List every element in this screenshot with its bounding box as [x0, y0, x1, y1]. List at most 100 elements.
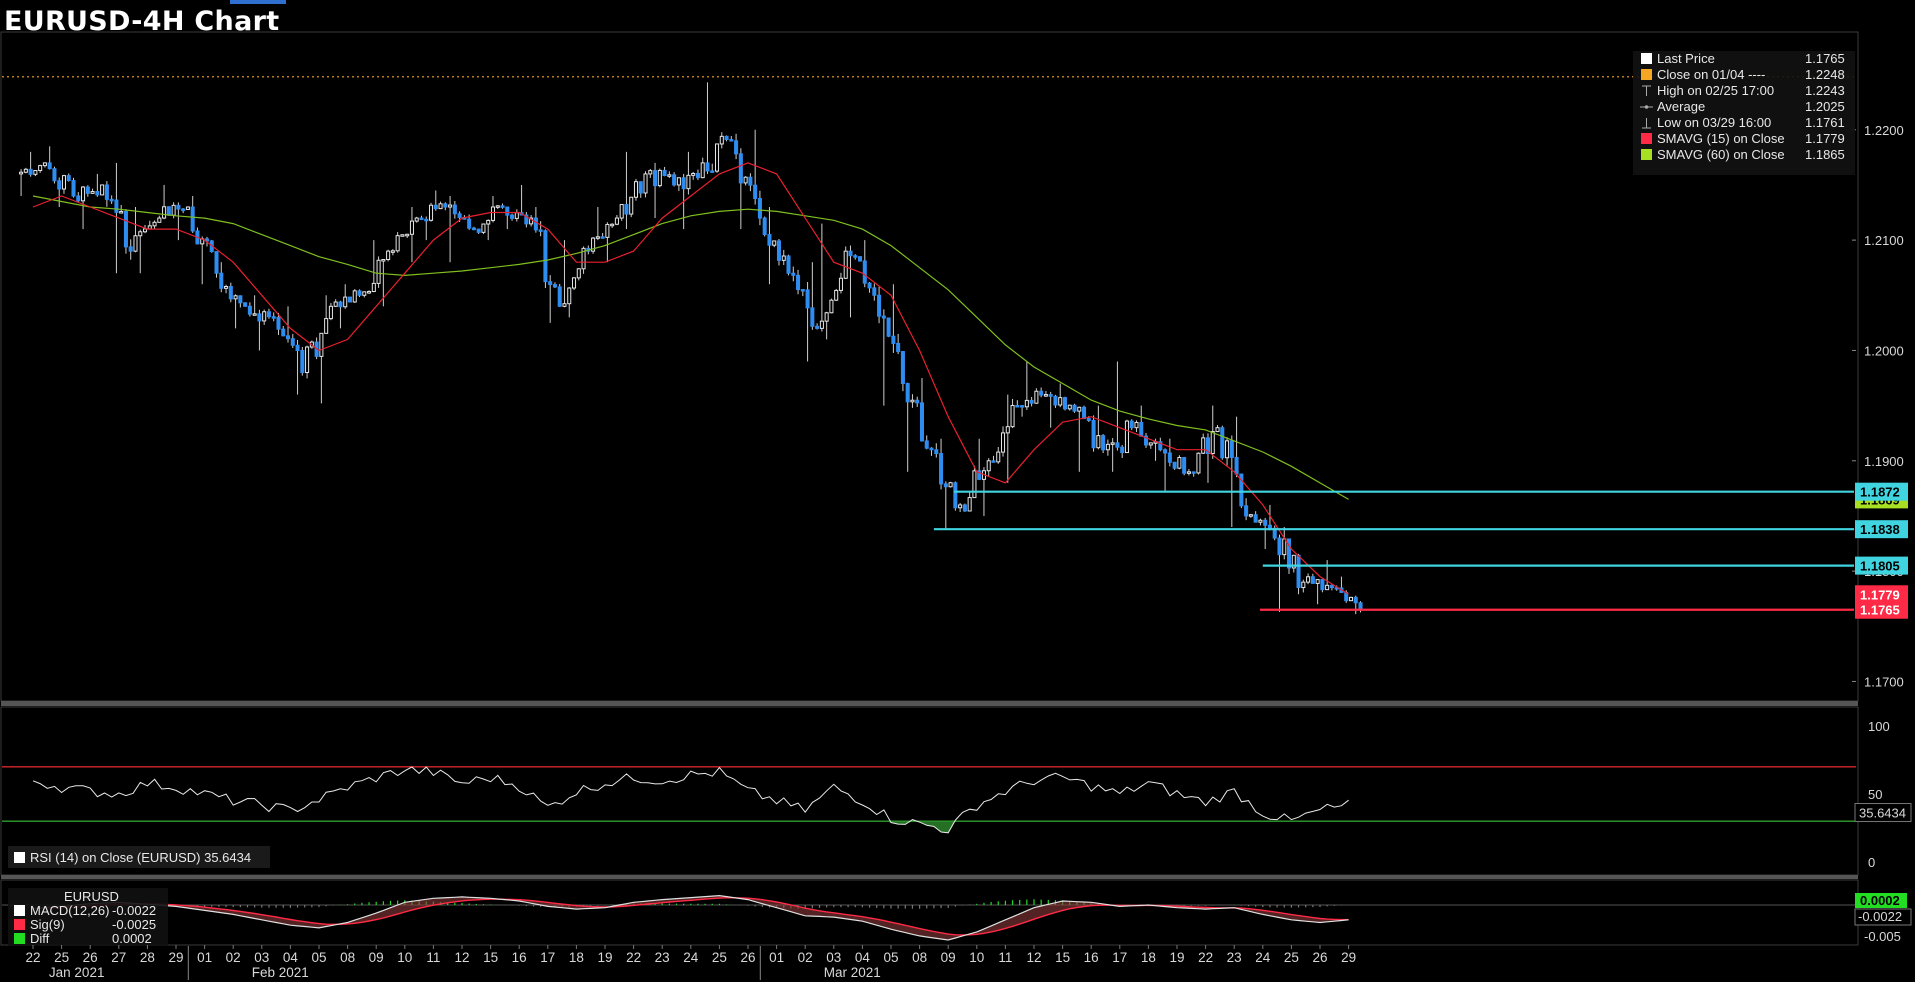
candle-up: [428, 204, 434, 221]
candle-down: [1143, 435, 1149, 446]
legend-swatch: [1642, 85, 1651, 96]
candle-down: [929, 447, 934, 451]
sma60-line: [32, 195, 1349, 500]
panel-divider[interactable]: [1, 701, 1858, 706]
candle-down: [939, 453, 944, 485]
candle-down: [1353, 596, 1358, 604]
time-tick-label: 04: [283, 950, 299, 965]
rsi-last-tag-label: 35.6434: [1859, 806, 1906, 821]
candle-up: [481, 223, 486, 233]
candle-up: [224, 285, 229, 289]
candle-down: [1277, 537, 1282, 556]
candle-up: [667, 174, 672, 177]
time-tick-label: 24: [683, 950, 699, 965]
month-label: Mar 2021: [824, 965, 881, 980]
candle-up: [362, 291, 367, 296]
candle-down: [762, 217, 767, 236]
candle-down: [104, 184, 109, 200]
time-tick-label: 15: [1055, 950, 1070, 965]
candle-down: [1053, 395, 1058, 406]
candle-down: [729, 139, 734, 142]
candle-down: [810, 307, 815, 327]
candle-up: [90, 191, 95, 194]
macd-legend-label: Diff: [30, 931, 50, 946]
rsi-tick-label: 100: [1868, 719, 1890, 734]
candle-down: [943, 483, 948, 488]
candle-up: [38, 165, 43, 172]
candle-up: [967, 497, 972, 512]
candle-up: [576, 268, 581, 279]
candle-down: [1020, 405, 1025, 408]
candle-down: [76, 195, 81, 202]
macd-tag: [1855, 893, 1907, 908]
candle-down: [1234, 456, 1239, 475]
candle-down: [347, 296, 353, 303]
candle-down: [1296, 554, 1301, 589]
candle-up: [1058, 397, 1063, 406]
candle-down: [243, 302, 248, 307]
price-tag: [1855, 556, 1908, 575]
price-tag: [1855, 520, 1908, 539]
candle-up: [333, 301, 338, 307]
candle-up: [700, 162, 705, 179]
candle-down: [862, 260, 867, 284]
main-panel: [0, 31, 1859, 702]
candle-up: [567, 287, 572, 305]
candle-down: [57, 180, 62, 190]
candle-up: [643, 173, 648, 194]
candle-up: [591, 237, 596, 252]
candle-down: [776, 240, 782, 261]
candle-down: [419, 217, 424, 221]
time-tick-label: 10: [397, 950, 412, 965]
candle-up: [714, 143, 720, 172]
candle-down: [214, 251, 219, 274]
candle-down: [176, 204, 181, 210]
candle-down: [900, 351, 905, 385]
candle-down: [1163, 449, 1168, 454]
candle-down: [1139, 421, 1144, 437]
macd-legend-label: Sig(9): [30, 917, 65, 932]
time-tick-label: 29: [168, 950, 183, 965]
time-tick-label: 23: [1227, 950, 1242, 965]
macd-tag-label: -0.0022: [1858, 909, 1902, 924]
candle-down: [1239, 473, 1244, 507]
candle-up: [686, 174, 691, 190]
candle-up: [33, 170, 38, 175]
candle-up: [395, 235, 400, 252]
candle-up: [100, 184, 105, 196]
candle-down: [705, 162, 710, 172]
panel-divider[interactable]: [1, 875, 1858, 879]
macd-legend-swatch: [14, 905, 25, 916]
candle-up: [595, 236, 600, 239]
time-tick-label: 12: [1026, 950, 1041, 965]
candle-down: [95, 191, 100, 196]
macd-tag-label: 0.0002: [1860, 893, 1900, 908]
candle-down: [247, 305, 252, 315]
candle-down: [219, 272, 224, 289]
candle-down: [891, 335, 896, 344]
candle-up: [514, 212, 519, 219]
candle-up: [1248, 514, 1253, 517]
candle-down: [290, 338, 295, 346]
candle-up: [562, 303, 567, 307]
candle-down: [510, 214, 515, 219]
candle-up: [142, 228, 148, 233]
candle-down: [1062, 397, 1068, 410]
candle-up: [119, 211, 124, 214]
candle-down: [915, 399, 920, 404]
candle-down: [919, 402, 925, 442]
candle-down: [1167, 452, 1172, 463]
macd-legend-swatch: [14, 919, 25, 930]
legend-value: 1.1779: [1805, 131, 1845, 146]
time-tick-label: 25: [1284, 950, 1299, 965]
time-tick-label: 18: [1141, 950, 1156, 965]
candle-down: [672, 174, 677, 186]
macd-legend-value: 0.0002: [112, 931, 152, 946]
candle-up: [61, 175, 67, 190]
legend-value: 1.2243: [1805, 83, 1845, 98]
candle-down: [953, 482, 958, 509]
legend-swatch: [1644, 105, 1649, 109]
candle-down: [443, 203, 448, 208]
candle-down: [896, 342, 901, 353]
time-tick-label: 29: [1341, 950, 1356, 965]
